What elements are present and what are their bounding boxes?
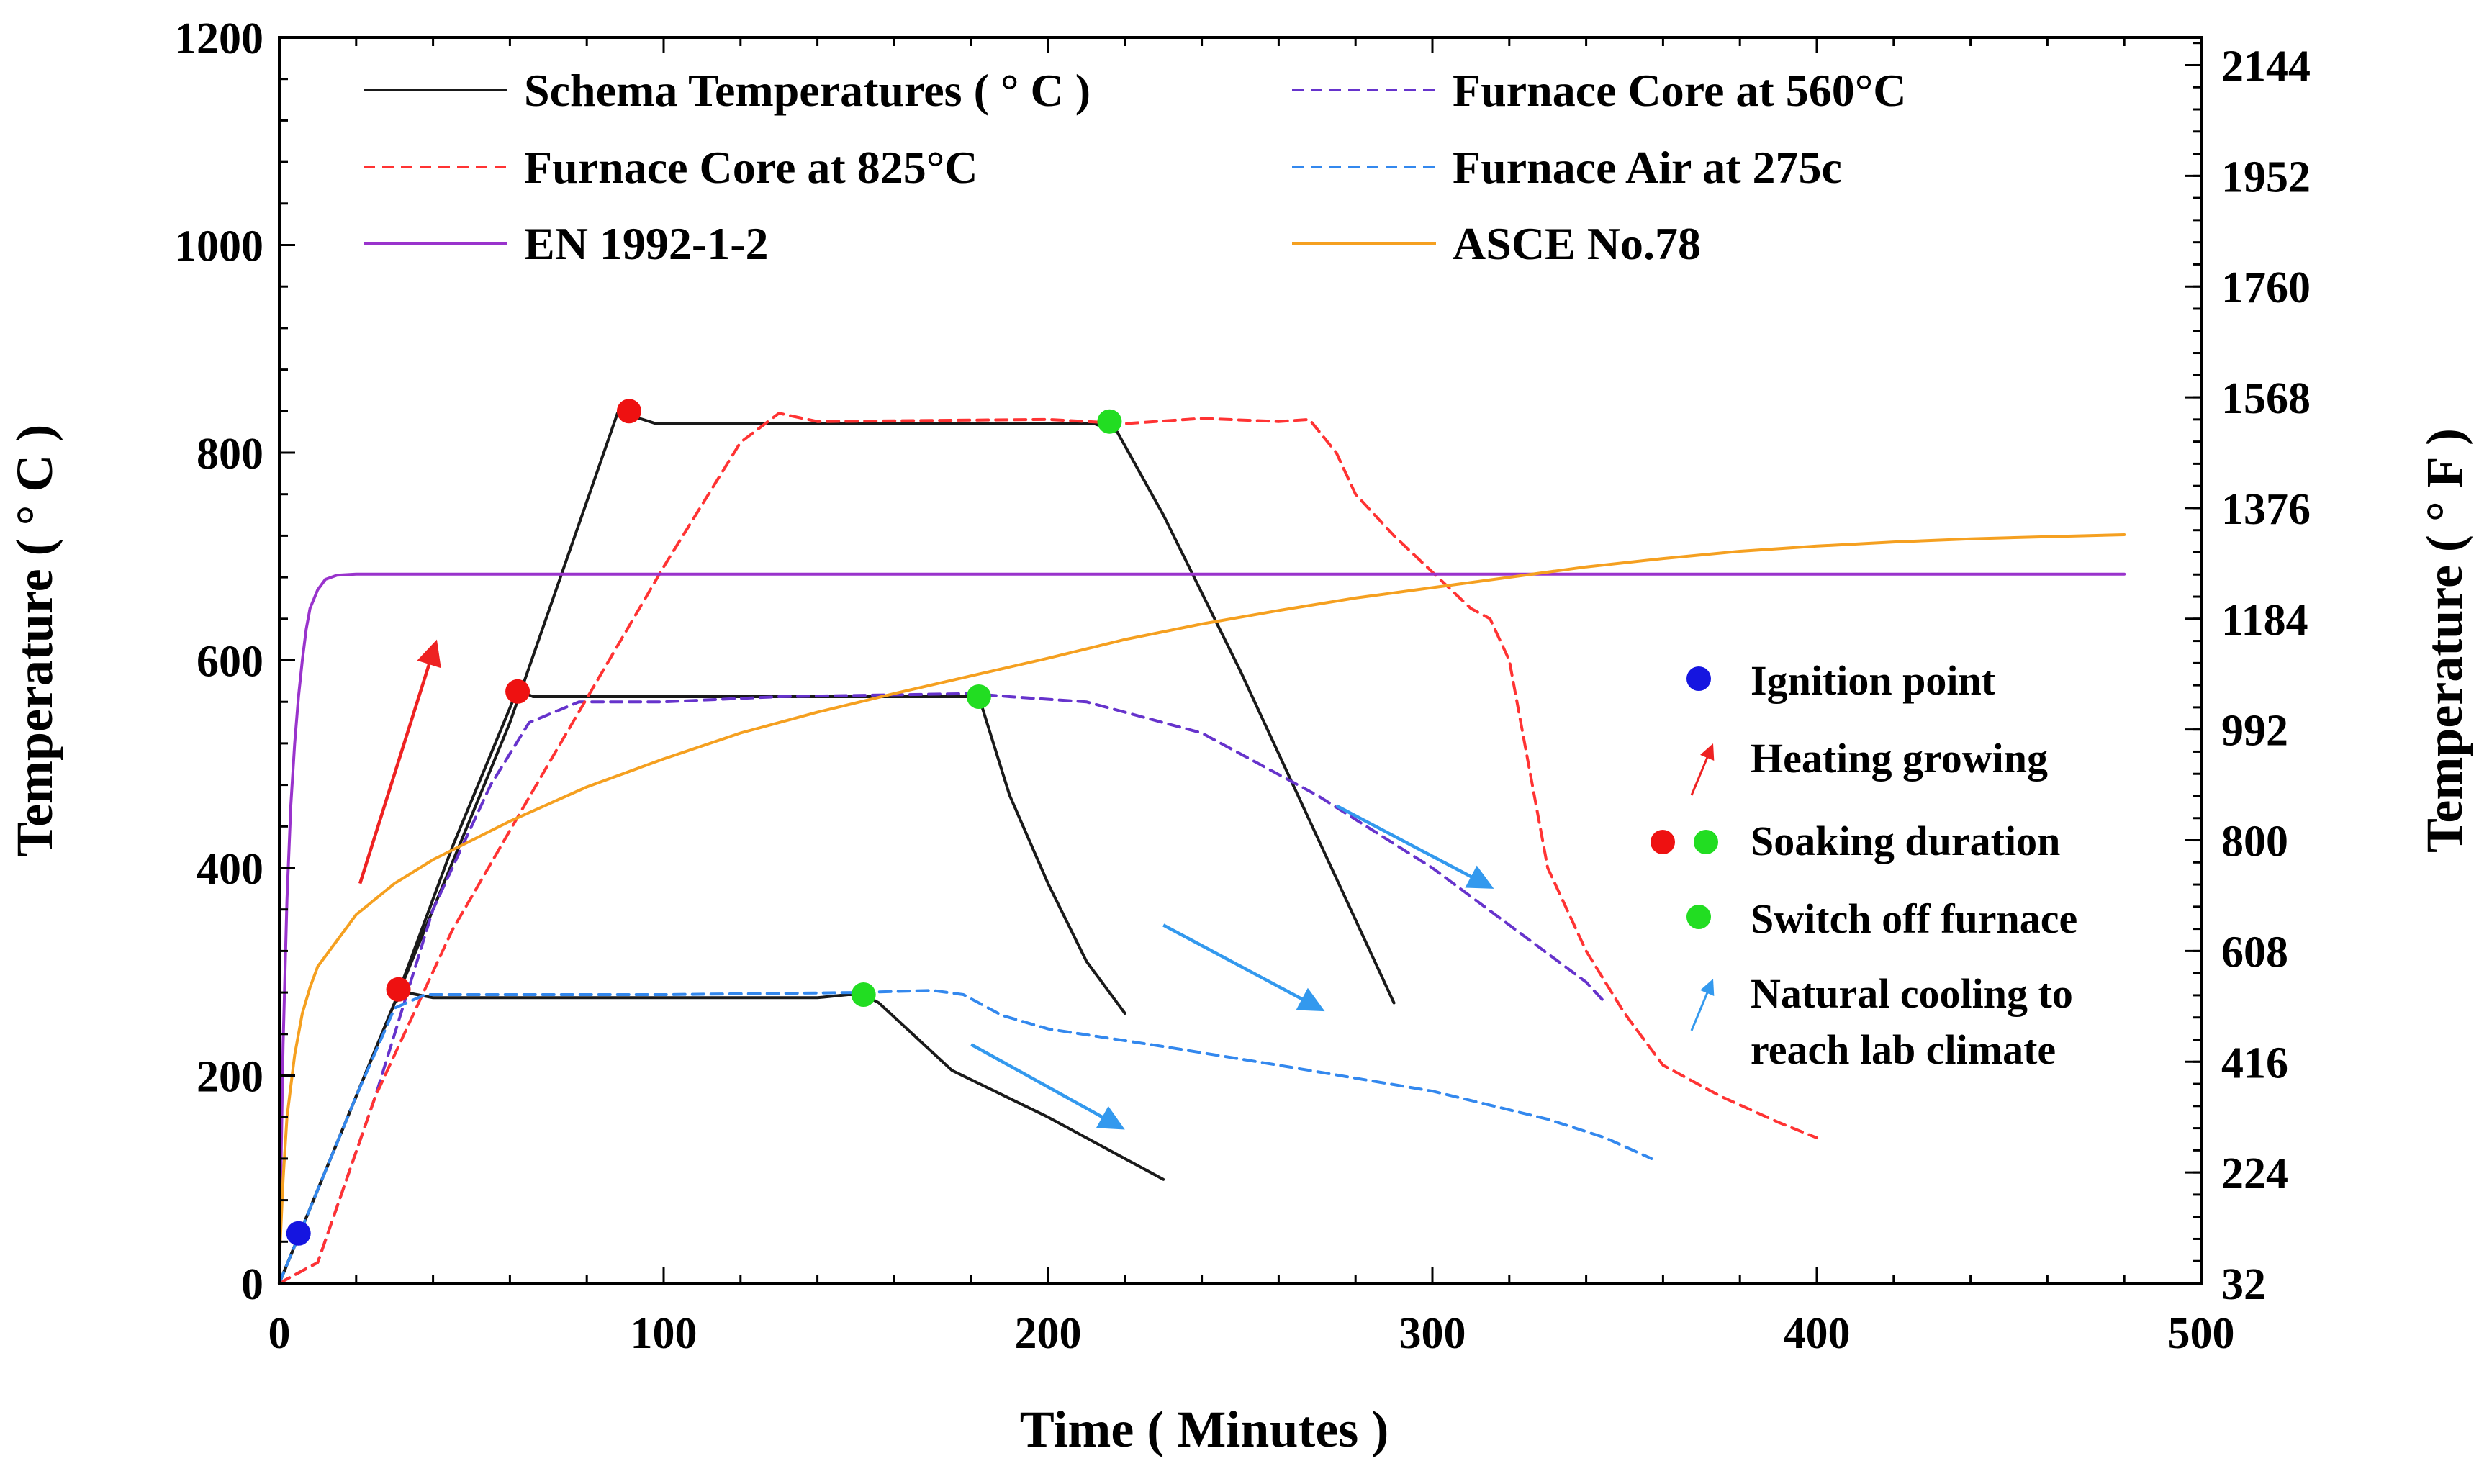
legend-entry-asce-no-78: ASCE No.78 [1292, 218, 1701, 269]
marker-layer [286, 399, 1122, 1246]
x-tick-label-400: 400 [1784, 1309, 1851, 1358]
marker-switch-off-4 [851, 982, 876, 1007]
legend-label-en-1992-1-2: EN 1992-1-2 [524, 218, 769, 269]
x-tick-label-500: 500 [2168, 1309, 2235, 1358]
annotation-label-1: Heating growing [1751, 735, 2048, 782]
arrow-0 [358, 639, 441, 884]
arrow-1-shaft [970, 1043, 1106, 1120]
series-layer [278, 412, 2126, 1285]
legend-label-furnace-core-at-825-c: Furnace Core at 825°C [524, 142, 978, 193]
y-tick-label-1200: 1200 [174, 14, 263, 63]
y-right-tick-label-1184: 1184 [2221, 596, 2308, 645]
annotation-natural-cooling-to: Natural cooling to reach lab climate [1690, 970, 2073, 1073]
series-line-en-1992-1-2-0 [278, 572, 2126, 1264]
annotation-label-4: Natural cooling to [1751, 970, 2073, 1017]
arrow-2-head [1296, 987, 1325, 1012]
annotation-arrow-shaft-4 [1690, 991, 1710, 1031]
annotation-label2-4: reach lab climate [1751, 1026, 2056, 1073]
series-line-furnace-air-at-275c-0 [278, 989, 1653, 1285]
annotation-soaking-duration: Soaking duration [1651, 818, 2060, 864]
y-right-tick-label-1376: 1376 [2221, 485, 2311, 534]
y-right-tick-label-416: 416 [2221, 1039, 2288, 1087]
x-tick-label-300: 300 [1399, 1309, 1466, 1358]
x-tick-label-100: 100 [631, 1309, 697, 1358]
y-axis-left-title: Temperature ( ° C ) [6, 425, 63, 857]
annotation-label-2: Soaking duration [1751, 818, 2060, 864]
y-right-tick-label-1952: 1952 [2221, 153, 2311, 202]
legend: Schema Temperatures ( ° C ) Furnace Core … [364, 65, 1907, 269]
y-right-tick-label-800: 800 [2221, 818, 2288, 867]
legend-entry-furnace-core-at-560-c: Furnace Core at 560°C [1292, 65, 1907, 116]
marker-soak-start-2 [505, 679, 530, 704]
annotation-label-3: Switch off furnace [1751, 895, 2077, 942]
series-line-asce-no-78-0 [278, 533, 2126, 1264]
y-right-tick-label-2144: 2144 [2221, 42, 2311, 91]
arrow-3-shaft [1335, 804, 1475, 879]
y-tick-label-800: 800 [197, 430, 263, 479]
arrow-layer [358, 639, 1494, 1130]
annotation-dot-3 [1686, 905, 1711, 929]
annotation-heating-growing: Heating growing [1690, 735, 2048, 796]
y-tick-label-1000: 1000 [174, 222, 263, 271]
arrow-0-head [417, 639, 441, 669]
marker-soak-start-1 [386, 977, 411, 1002]
legend-label-furnace-core-at-560-c: Furnace Core at 560°C [1453, 65, 1907, 116]
series-line-furnace-core-at-560-c-0 [278, 692, 1607, 1285]
y-axis-right-title: Temperature ( ° F ) [2416, 428, 2473, 853]
marker-ignition-0 [286, 1221, 311, 1246]
series-line-furnace-core-at-825-c-0 [278, 412, 1818, 1285]
x-tick-label-200: 200 [1015, 1309, 1082, 1358]
axes-layer: 0 100 200 300 400 500 0 200 400 600 800 1000 1200 32 2… [174, 14, 2311, 1358]
marker-switch-off-6 [1097, 409, 1122, 434]
y-right-tick-label-224: 224 [2221, 1149, 2288, 1198]
y-right-tick-label-32: 32 [2221, 1260, 2266, 1309]
legend-label-furnace-air-at-275c: Furnace Air at 275c [1453, 142, 1842, 193]
legend-label-schema-temperatures-c: Schema Temperatures ( ° C ) [524, 65, 1091, 116]
y-tick-label-400: 400 [197, 845, 263, 894]
legend-entry-furnace-air-at-275c: Furnace Air at 275c [1292, 142, 1842, 193]
arrow-1-head [1096, 1105, 1125, 1130]
annotation-arrow-shaft-1 [1690, 756, 1710, 796]
legend-entry-en-1992-1-2: EN 1992-1-2 [364, 218, 769, 269]
arrow-0-shaft [358, 661, 432, 884]
series-line-schema-temperatures-c-2 [278, 412, 1396, 1285]
marker-switch-off-5 [966, 684, 991, 709]
arrow-3-head [1465, 865, 1494, 889]
annotation-switch-off-furnace: Switch off furnace [1686, 895, 2077, 942]
arrow-2 [1162, 923, 1325, 1012]
y-right-tick-label-1568: 1568 [2221, 374, 2311, 423]
x-tick-label-0: 0 [268, 1309, 291, 1358]
marker-soak-start-3 [616, 399, 641, 424]
arrow-3 [1335, 804, 1494, 889]
x-axis-title: Time ( Minutes ) [1020, 1401, 1389, 1458]
arrow-2-shaft [1162, 923, 1306, 1002]
y-right-tick-label-1760: 1760 [2221, 263, 2311, 312]
y-tick-label-600: 600 [197, 638, 263, 687]
y-right-tick-label-992: 992 [2221, 707, 2288, 756]
annotation-legend: Ignition point Heating growing Soaking dur… [1651, 657, 2077, 1073]
annotation-ignition-point: Ignition point [1686, 657, 1996, 704]
legend-entry-schema-temperatures-c: Schema Temperatures ( ° C ) [364, 65, 1091, 116]
y-tick-label-200: 200 [197, 1053, 263, 1102]
annotation-dot-b-2 [1694, 830, 1718, 854]
annotation-arrow-head-4 [1700, 979, 1715, 996]
legend-label-asce-no-78: ASCE No.78 [1453, 218, 1701, 269]
y-tick-label-0: 0 [241, 1260, 263, 1309]
annotation-dot-a-2 [1651, 830, 1675, 854]
legend-entry-furnace-core-at-825-c: Furnace Core at 825°C [364, 142, 978, 193]
annotation-label-0: Ignition point [1751, 657, 1996, 704]
annotation-arrow-head-1 [1700, 743, 1715, 761]
series-line-schema-temperatures-c-0 [278, 991, 1165, 1285]
y-right-tick-label-608: 608 [2221, 928, 2288, 977]
annotation-dot-0 [1686, 666, 1711, 691]
arrow-1 [970, 1043, 1125, 1130]
